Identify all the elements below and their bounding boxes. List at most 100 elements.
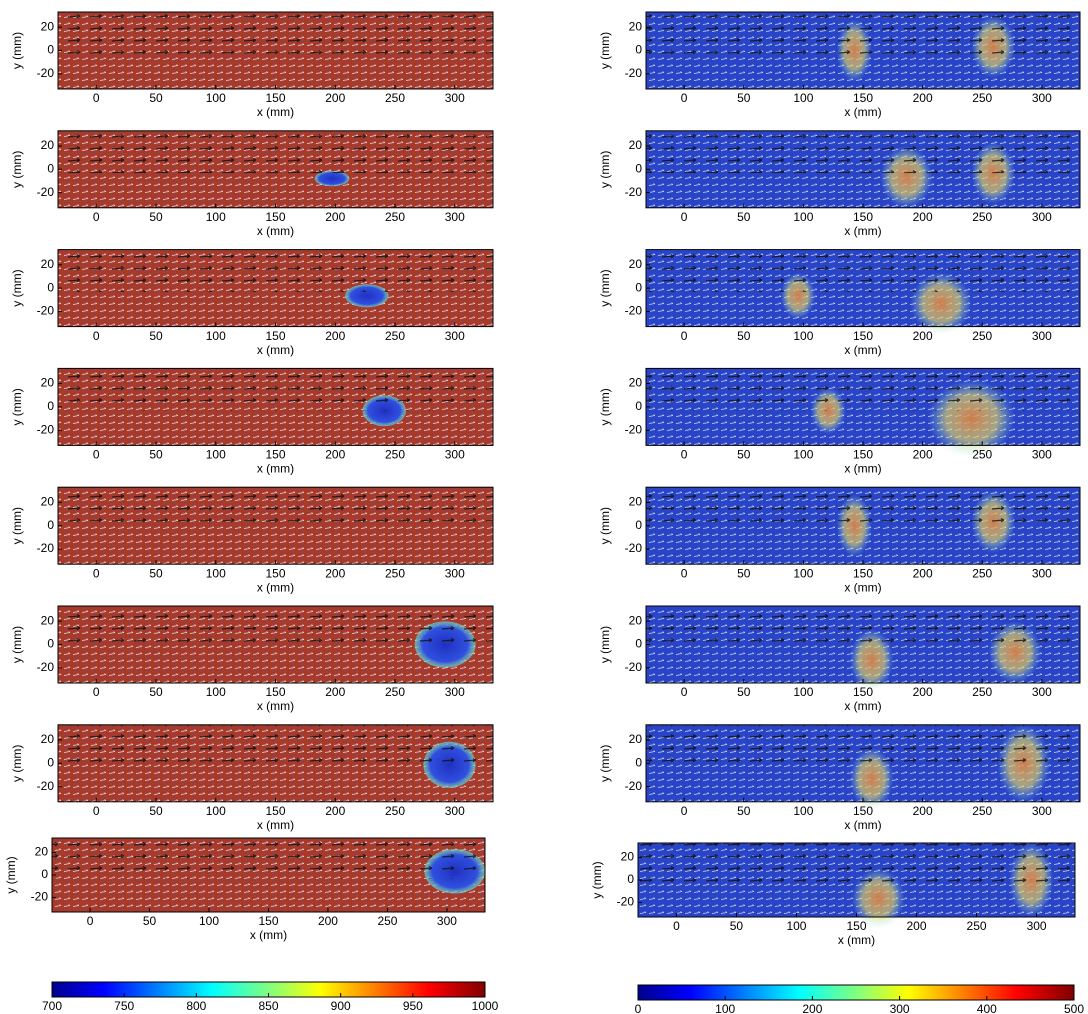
colorbar-tick-label: 800 (186, 999, 206, 1013)
velocity-arrows (638, 843, 1075, 884)
x-tick-label: 0 (681, 210, 688, 224)
x-tick-label: 200 (325, 685, 345, 699)
x-tick-label: 0 (93, 91, 100, 105)
y-axis-label: y (mm) (598, 269, 612, 306)
y-axis-label: y (mm) (598, 388, 612, 425)
x-tick-label: 100 (206, 91, 226, 105)
y-tick-label: 0 (635, 399, 642, 413)
x-tick-label: 250 (385, 566, 405, 580)
velocity-arrows (646, 368, 1080, 411)
y-axis-label: y (mm) (10, 269, 24, 306)
y-tick-label: -20 (37, 66, 55, 80)
y-tick-label: -20 (625, 422, 643, 436)
x-tick-label: 200 (913, 566, 933, 580)
x-tick-label: 100 (793, 329, 813, 343)
x-tick-label: 150 (853, 566, 873, 580)
x-tick-label: 50 (737, 210, 751, 224)
x-tick-label: 100 (206, 329, 226, 343)
y-tick-label: -20 (617, 895, 635, 909)
y-axis-label: y (mm) (598, 626, 612, 663)
velocity-arrows (58, 606, 493, 649)
x-tick-label: 50 (149, 685, 163, 699)
x-axis-label: x (mm) (257, 818, 294, 832)
y-tick-label: 0 (635, 161, 642, 175)
x-tick-label: 0 (681, 804, 688, 818)
x-tick-label: 250 (972, 804, 992, 818)
x-tick-label: 200 (325, 91, 345, 105)
y-tick-label: 20 (41, 495, 55, 509)
x-tick-label: 150 (853, 91, 873, 105)
x-tick-label: 200 (318, 914, 338, 928)
y-tick-label: 20 (629, 613, 643, 627)
x-axis-label: x (mm) (844, 224, 881, 238)
y-tick-label: 20 (629, 376, 643, 390)
x-tick-label: 300 (1032, 566, 1052, 580)
x-axis-label: x (mm) (838, 933, 875, 947)
y-axis-label: y (mm) (10, 745, 24, 782)
x-tick-label: 200 (913, 804, 933, 818)
x-axis-label: x (mm) (257, 699, 294, 713)
x-tick-label: 150 (265, 210, 285, 224)
y-axis-label: y (mm) (598, 507, 612, 544)
x-tick-label: 50 (143, 914, 157, 928)
y-tick-label: 20 (41, 613, 55, 627)
x-tick-label: 250 (972, 329, 992, 343)
structure (314, 170, 350, 187)
y-axis-label: y (mm) (4, 856, 18, 893)
y-tick-label: -20 (625, 185, 643, 199)
y-tick-label: 20 (621, 850, 635, 864)
x-tick-label: 250 (972, 210, 992, 224)
x-tick-label: 100 (206, 804, 226, 818)
x-tick-label: 0 (93, 566, 100, 580)
y-tick-label: 20 (35, 845, 49, 859)
x-tick-label: 250 (377, 914, 397, 928)
velocity-arrows (58, 12, 493, 55)
colorbar-tick-label: 300 (890, 1002, 910, 1014)
x-tick-label: 0 (681, 91, 688, 105)
y-tick-label: -20 (37, 185, 55, 199)
x-tick-label: 300 (445, 210, 465, 224)
x-tick-label: 50 (737, 685, 751, 699)
y-axis-label: y (mm) (10, 388, 24, 425)
x-tick-label: 150 (853, 329, 873, 343)
y-axis-label: y (mm) (598, 745, 612, 782)
x-tick-label: 50 (737, 91, 751, 105)
colorbar-tick-label: 1000 (472, 999, 499, 1013)
y-tick-label: 0 (47, 637, 54, 651)
velocity-arrows (58, 487, 493, 530)
velocity-arrows (646, 130, 1080, 174)
x-tick-label: 0 (681, 566, 688, 580)
y-tick-label: -20 (37, 422, 55, 436)
y-tick-label: 0 (635, 43, 642, 57)
colorbar-tick-label: 200 (802, 1002, 822, 1014)
y-tick-label: 20 (629, 138, 643, 152)
x-tick-label: 300 (445, 329, 465, 343)
y-axis-label: y (mm) (10, 626, 24, 663)
x-tick-label: 200 (913, 448, 933, 462)
y-tick-label: 0 (635, 518, 642, 532)
x-tick-label: 150 (258, 914, 278, 928)
y-tick-label: 20 (41, 732, 55, 746)
colorbar-tick-label: 400 (977, 1002, 997, 1014)
x-tick-label: 300 (445, 91, 465, 105)
x-tick-label: 300 (445, 685, 465, 699)
x-tick-label: 250 (385, 448, 405, 462)
x-axis-label: x (mm) (844, 105, 881, 119)
x-tick-label: 50 (737, 566, 751, 580)
colorbar-tick-label: 950 (403, 999, 423, 1013)
y-tick-label: -20 (625, 541, 643, 555)
x-tick-label: 0 (93, 448, 100, 462)
x-tick-label: 200 (913, 685, 933, 699)
x-tick-label: 200 (913, 210, 933, 224)
x-tick-label: 0 (93, 329, 100, 343)
y-tick-label: -20 (625, 66, 643, 80)
x-axis-label: x (mm) (844, 818, 881, 832)
x-tick-label: 150 (265, 448, 285, 462)
x-tick-label: 250 (385, 329, 405, 343)
x-tick-label: 250 (385, 685, 405, 699)
velocity-arrows (58, 368, 493, 411)
colorbar-tick-label: 0 (635, 1002, 642, 1014)
x-tick-label: 50 (149, 329, 163, 343)
x-tick-label: 300 (445, 448, 465, 462)
